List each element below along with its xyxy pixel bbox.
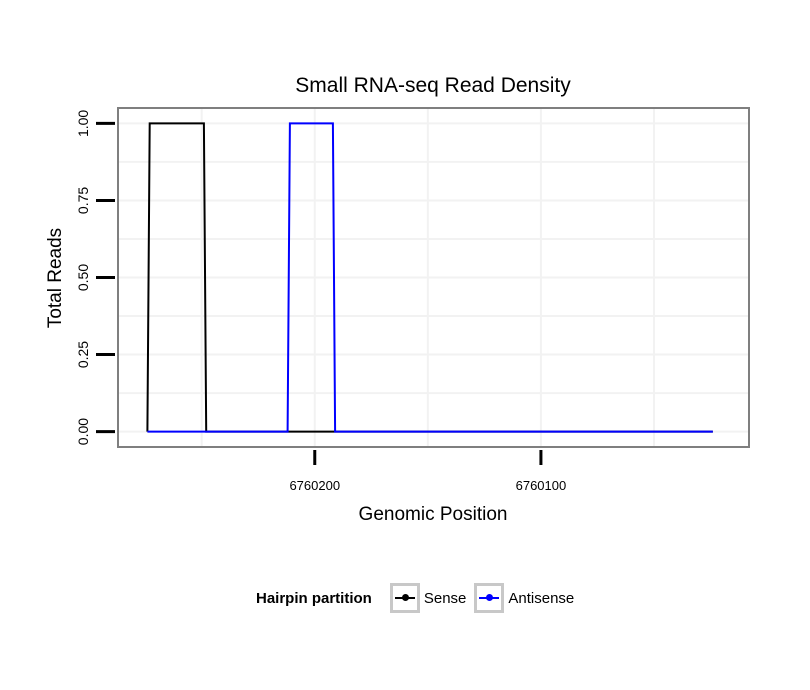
x-tick-label: 6760200	[289, 478, 340, 493]
series-layer	[146, 122, 713, 433]
legend-title: Hairpin partition	[256, 589, 372, 607]
y-axis-label: Total Reads	[45, 228, 66, 328]
x-tick-label: 6760100	[516, 478, 567, 493]
legend-key-antisense	[474, 583, 505, 613]
y-tick-label: 0.00	[75, 418, 91, 445]
legend-dot-antisense	[486, 594, 494, 601]
legend-label-sense: Sense	[423, 589, 467, 607]
y-tick-label: 0.50	[75, 264, 91, 291]
legend: Hairpin partition Sense Antisense	[256, 580, 582, 616]
x-axis-label: Genomic Position	[359, 504, 508, 525]
legend-key-sense	[389, 583, 420, 613]
y-tick-label: 1.00	[75, 110, 91, 137]
x-axis: 6760200 6760100	[289, 450, 566, 493]
series-line-antisense	[147, 122, 713, 433]
plot-border	[117, 107, 750, 448]
y-axis: 0.00 0.25 0.50 0.75 1.00	[75, 110, 115, 445]
legend-label-antisense: Antisense	[508, 589, 575, 607]
legend-dot-sense	[401, 594, 409, 601]
y-tick-label: 0.25	[75, 341, 91, 368]
chart-title: Small RNA-seq Read Density	[295, 74, 571, 97]
y-tick-label: 0.75	[75, 187, 91, 214]
